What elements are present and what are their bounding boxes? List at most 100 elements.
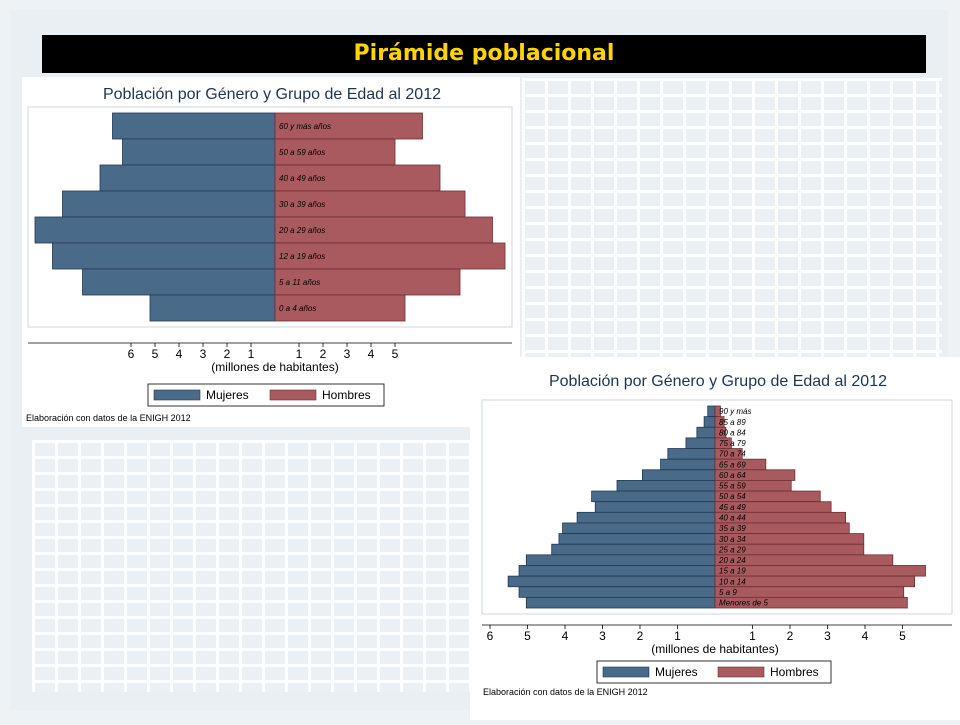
bar-mujeres	[112, 112, 276, 140]
x-tick-label: 5	[524, 629, 531, 643]
x-axis-label: (millones de habitantes)	[651, 642, 778, 656]
bar-mujeres	[82, 268, 276, 296]
x-axis-label: (millones de habitantes)	[211, 360, 338, 374]
bar-mujeres	[518, 565, 716, 577]
bar-hombres	[274, 112, 423, 140]
category-label: 15 a 19	[719, 567, 746, 576]
x-tick-label: 5	[152, 347, 159, 361]
bar-mujeres	[558, 533, 716, 545]
category-label: 75 a 79	[719, 439, 746, 448]
legend-label-hombres: Hombres	[770, 665, 819, 679]
category-label: 85 a 89	[719, 418, 746, 427]
legend-swatch-mujeres	[602, 666, 650, 678]
legend-swatch-hombres	[717, 666, 765, 678]
category-label: 50 a 54	[719, 492, 746, 501]
x-tick-label: 5	[899, 629, 906, 643]
x-tick-label: 5	[392, 347, 399, 361]
category-label: 40 a 44	[719, 514, 746, 523]
bar-mujeres	[99, 164, 276, 192]
bar-mujeres	[703, 416, 716, 428]
bar-mujeres	[149, 294, 276, 322]
legend-label-mujeres: Mujeres	[206, 388, 249, 402]
source-note: Elaboración con datos de la ENIGH 2012	[26, 413, 191, 423]
category-label: 40 a 49 años	[279, 174, 325, 183]
bar-mujeres	[507, 575, 716, 588]
category-label: 90 y más	[719, 407, 751, 416]
bar-hombres	[274, 294, 406, 322]
bar-mujeres	[685, 437, 716, 449]
x-tick-label: 2	[637, 629, 644, 643]
grid-decoration-bottom-left	[32, 440, 472, 692]
bar-mujeres	[660, 458, 716, 471]
bar-hombres	[714, 596, 908, 609]
bar-mujeres	[122, 138, 276, 166]
bar-mujeres	[551, 543, 716, 556]
category-label: Menores de 5	[719, 599, 768, 608]
x-tick-label: 4	[862, 629, 869, 643]
legend-swatch-hombres	[269, 389, 317, 401]
x-tick-label: 3	[344, 347, 351, 361]
x-tick-label: 1	[749, 629, 756, 643]
bar-hombres	[274, 268, 461, 296]
x-tick-label: 1	[248, 347, 255, 361]
bar-mujeres	[696, 426, 716, 439]
chart-panel-2: Población por Género y Grupo de Edad al …	[470, 357, 960, 720]
category-label: 20 a 24	[718, 556, 746, 565]
legend-box	[596, 660, 832, 684]
bar-mujeres	[576, 511, 716, 524]
chart-title: Población por Género y Grupo de Edad al …	[103, 86, 441, 103]
slide-title-bar: Pirámide poblacional	[42, 35, 926, 73]
bar-hombres	[274, 164, 441, 192]
legend-swatch-mujeres	[153, 389, 201, 401]
bar-mujeres	[616, 480, 716, 492]
bar-mujeres	[518, 586, 716, 598]
legend-box	[147, 383, 385, 407]
bar-hombres	[274, 138, 396, 166]
category-label: 50 a 59 años	[279, 148, 325, 157]
category-label: 12 a 19 años	[279, 252, 325, 261]
bar-mujeres	[52, 242, 276, 270]
category-label: 30 a 34	[719, 535, 746, 544]
bar-mujeres	[594, 501, 716, 513]
grid-decoration-top-right	[522, 78, 942, 358]
x-tick-label: 6	[487, 629, 494, 643]
x-tick-label: 3	[824, 629, 831, 643]
category-label: 45 a 49	[719, 503, 746, 512]
bar-mujeres	[525, 596, 716, 609]
category-label: 5 a 9	[719, 588, 737, 597]
bar-mujeres	[525, 554, 716, 566]
chart-panel-1: Población por Género y Grupo de Edad al …	[22, 77, 520, 427]
bar-mujeres	[642, 469, 716, 481]
category-label: 60 y más años	[279, 122, 331, 131]
category-label: 5 a 11 años	[279, 278, 320, 287]
x-tick-label: 6	[128, 347, 135, 361]
bar-mujeres	[62, 190, 276, 218]
category-label: 35 a 39	[719, 524, 746, 533]
source-note: Elaboración con datos de la ENIGH 2012	[483, 687, 648, 697]
x-tick-label: 4	[176, 347, 183, 361]
x-tick-label: 1	[674, 629, 681, 643]
x-tick-label: 2	[787, 629, 794, 643]
bar-hombres	[714, 586, 905, 598]
x-tick-label: 3	[599, 629, 606, 643]
category-label: 70 a 74	[719, 450, 746, 459]
legend-label-mujeres: Mujeres	[655, 665, 698, 679]
bar-mujeres	[707, 405, 716, 418]
category-label: 55 a 59	[719, 482, 746, 491]
category-label: 10 a 14	[719, 577, 746, 586]
slide-title: Pirámide poblacional	[353, 41, 615, 66]
x-tick-label: 1	[296, 347, 303, 361]
bar-mujeres	[34, 216, 276, 244]
pyramid-chart-2: Población por Género y Grupo de Edad al …	[481, 373, 953, 697]
bar-mujeres	[562, 522, 716, 534]
category-label: 0 a 4 años	[279, 304, 316, 313]
bar-mujeres	[667, 448, 716, 460]
x-tick-label: 3	[200, 347, 207, 361]
pyramid-chart-1: Población por Género y Grupo de Edad al …	[26, 86, 513, 423]
legend-label-hombres: Hombres	[322, 388, 371, 402]
x-tick-label: 2	[224, 347, 231, 361]
x-tick-label: 4	[368, 347, 375, 361]
bar-hombres	[714, 565, 926, 577]
category-label: 30 a 39 años	[279, 200, 325, 209]
category-label: 60 a 64	[719, 471, 746, 480]
